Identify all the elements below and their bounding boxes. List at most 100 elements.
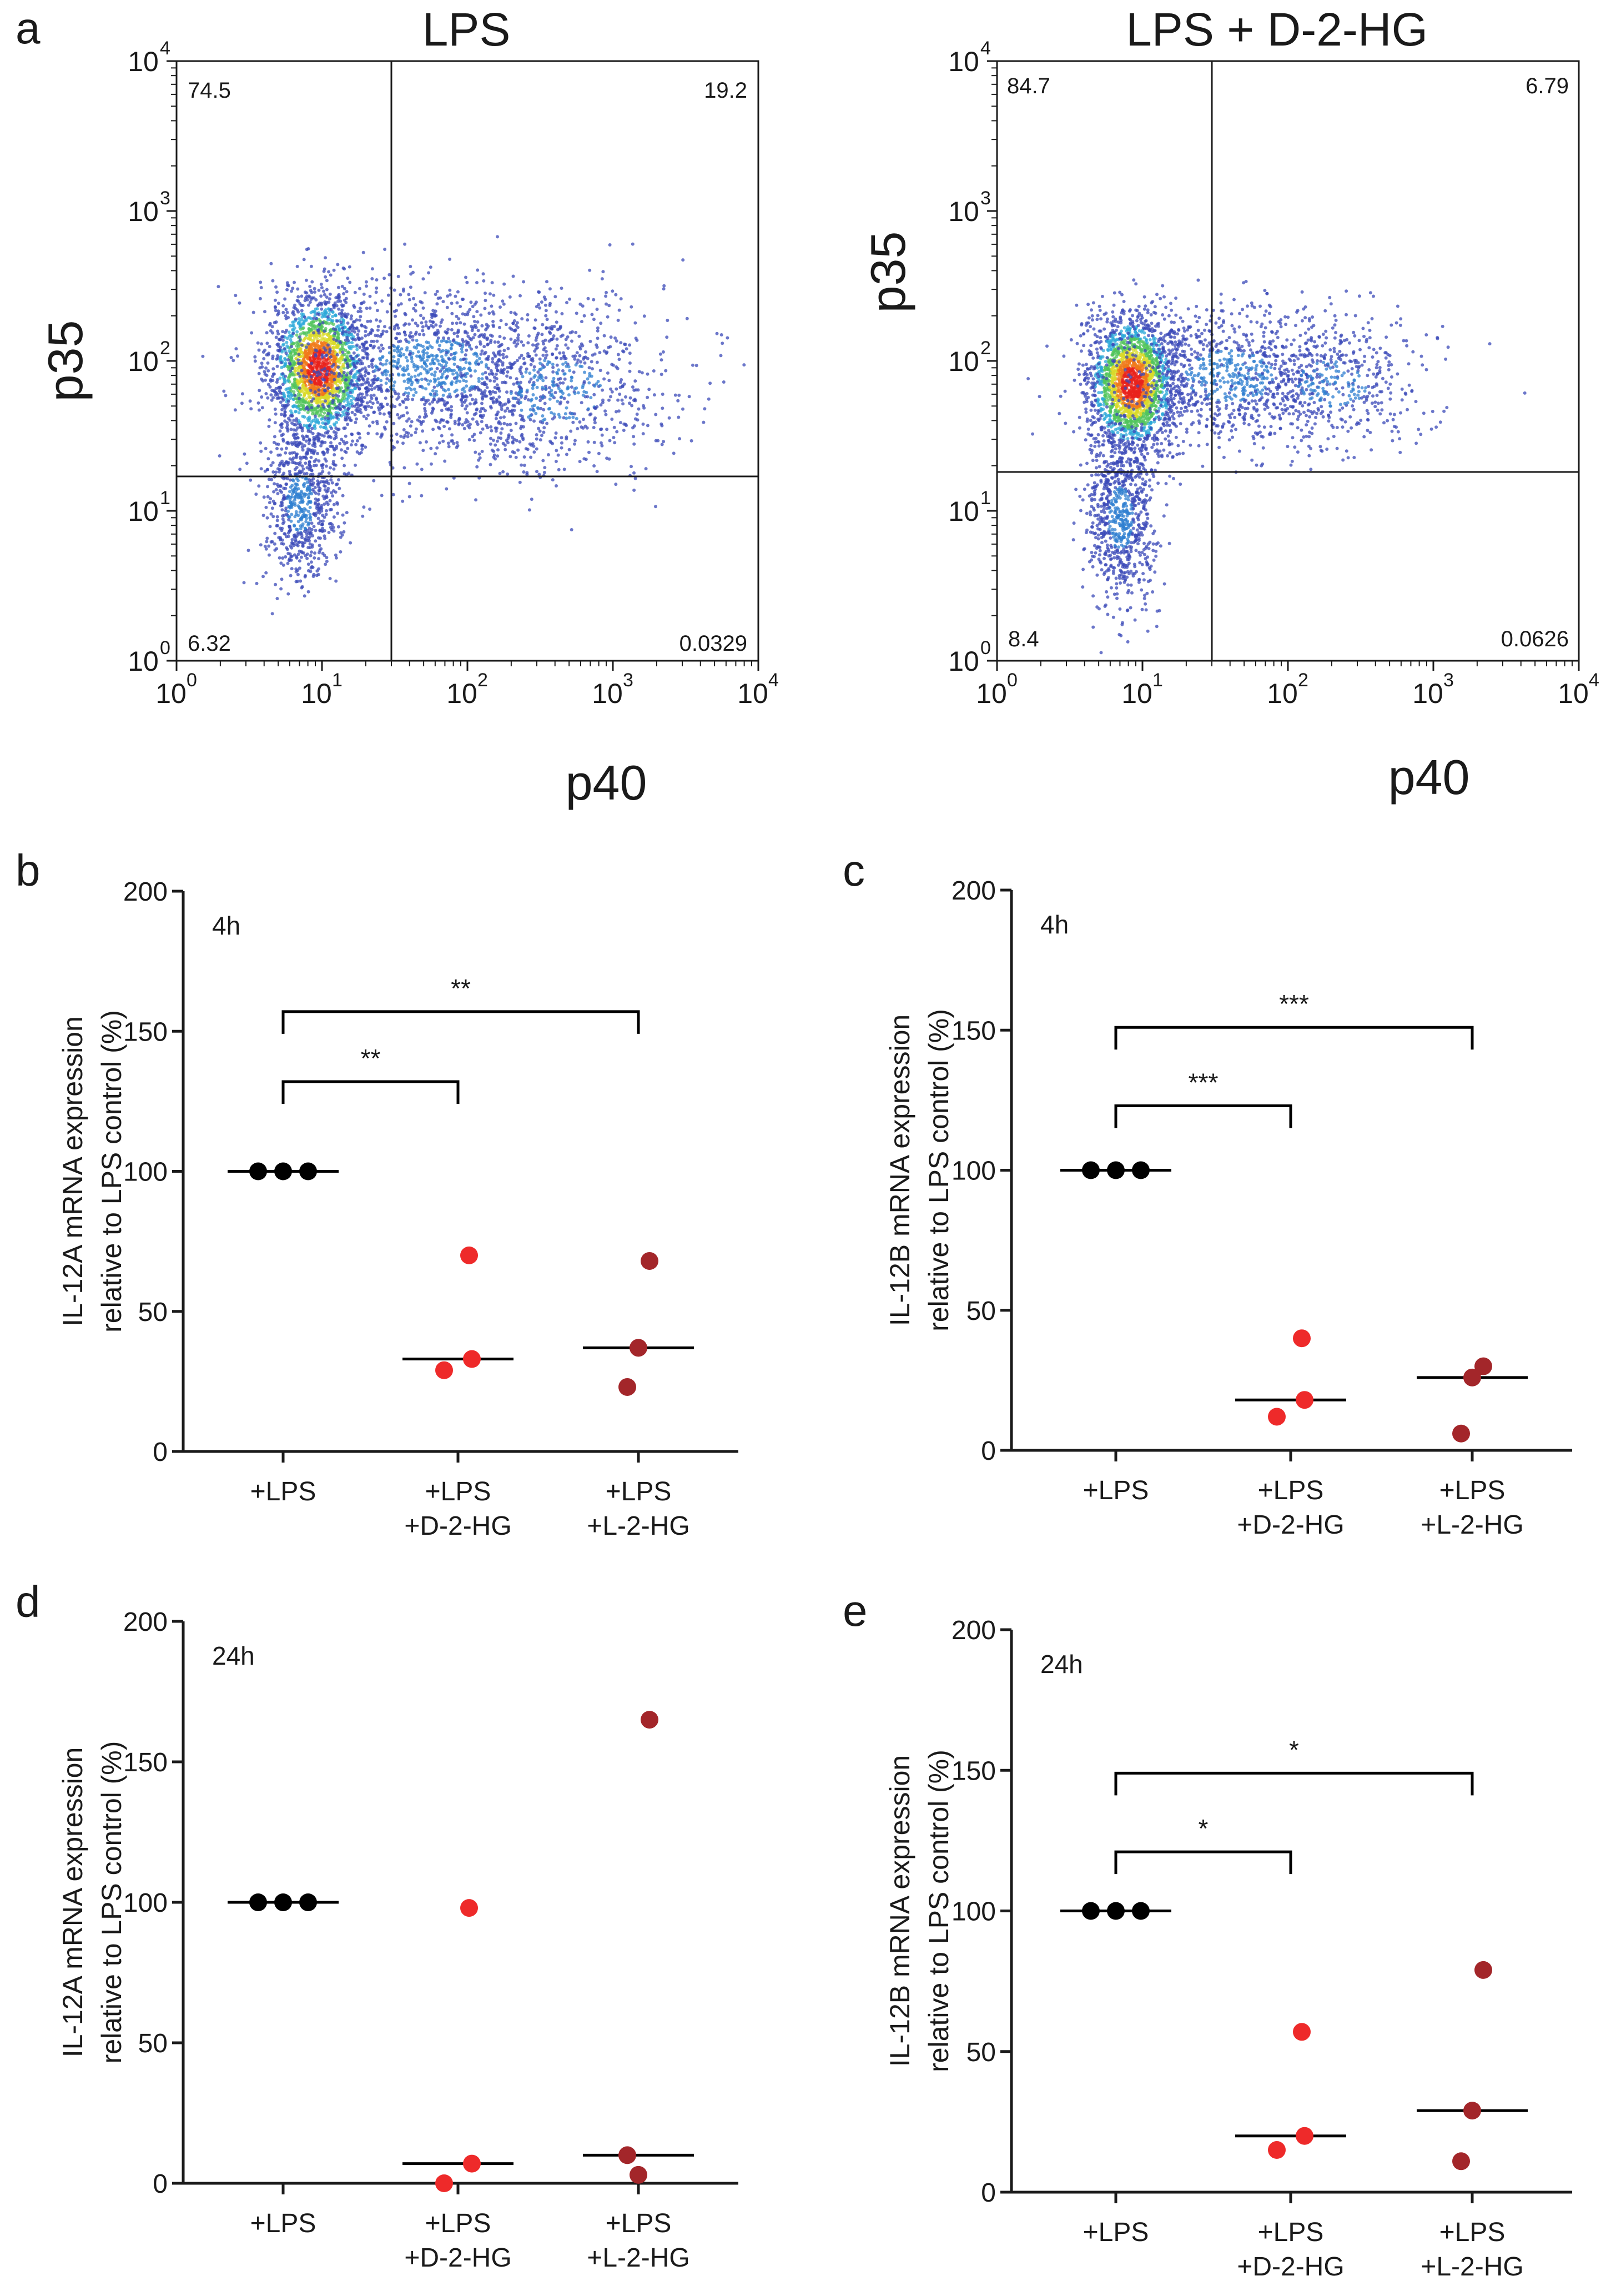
flow-event-dot: [609, 395, 612, 399]
flow-event-dot: [532, 444, 536, 448]
flow-event-dot: [554, 431, 558, 435]
flow-event-dot: [543, 359, 547, 363]
flow-event-dot: [554, 310, 558, 314]
flow-event-dot: [352, 376, 356, 380]
flow-event-dot: [304, 349, 308, 353]
flow-event-dot: [284, 361, 288, 365]
flow-event-dot: [605, 428, 609, 431]
flow-event-dot: [285, 328, 289, 332]
flow-event-dot: [453, 421, 457, 425]
flow-event-dot: [317, 489, 321, 493]
flow-event-dot: [578, 354, 582, 358]
flow-event-dot: [499, 431, 503, 435]
flow-event-dot: [365, 401, 369, 405]
flow-event-dot: [290, 413, 294, 417]
flow-event-dot: [501, 441, 505, 445]
flow-event-dot: [305, 388, 309, 391]
flow-event-dot: [600, 277, 604, 281]
flow-event-dot: [340, 397, 344, 401]
flow-event-dot: [324, 562, 328, 566]
flow-event-dot: [541, 395, 545, 399]
flow-event-dot: [303, 315, 306, 319]
flow-event-dot: [598, 369, 602, 373]
flow-event-dot: [355, 326, 359, 330]
flow-event-dot: [442, 366, 446, 369]
flow-event-dot: [399, 302, 403, 306]
flow-event-dot: [452, 331, 456, 335]
flow-event-dot: [317, 459, 321, 463]
flow-event-dot: [415, 354, 419, 358]
flow-event-dot: [293, 377, 296, 381]
flow-event-dot: [482, 345, 486, 349]
flow-event-dot: [447, 427, 451, 431]
flow-event-dot: [319, 444, 323, 448]
flow-event-dot: [312, 393, 316, 397]
flow-event-dot: [572, 370, 576, 374]
flow-event-dot: [427, 341, 430, 345]
flow-event-dot: [402, 330, 406, 334]
flow-event-dot: [368, 306, 372, 310]
flow-event-dot: [323, 389, 327, 393]
flow-event-dot: [300, 318, 304, 321]
flow-event-dot: [593, 406, 597, 410]
flow-event-dot: [593, 416, 597, 420]
flow-event-dot: [395, 440, 399, 444]
flow-event-dot: [365, 307, 369, 310]
flow-event-dot: [276, 492, 280, 495]
flow-event-dot: [467, 361, 471, 365]
flow-event-dot: [297, 411, 301, 415]
flow-event-dot: [305, 471, 309, 475]
flow-event-dot: [607, 345, 611, 349]
flow-event-dot: [273, 548, 277, 552]
flow-event-dot: [304, 407, 308, 411]
flow-event-dot: [285, 288, 289, 292]
flow-event-dot: [348, 280, 352, 284]
flow-event-dot: [480, 324, 484, 328]
flow-event-dot: [268, 385, 272, 389]
flow-event-dot: [278, 556, 281, 560]
flow-event-dot: [605, 302, 608, 306]
flow-event-dot: [329, 355, 333, 359]
flow-event-dot: [308, 284, 312, 288]
flow-event-dot: [292, 306, 296, 309]
flow-event-dot: [403, 434, 407, 438]
flow-event-dot: [424, 400, 428, 404]
flow-event-dot: [362, 292, 366, 296]
flow-event-dot: [608, 243, 612, 247]
flow-event-dot: [495, 383, 499, 387]
flow-event-dot: [570, 412, 574, 416]
flow-event-dot: [284, 308, 288, 312]
flow-event-dot: [308, 424, 311, 428]
flow-event-dot: [603, 409, 607, 413]
flow-event-dot: [361, 383, 365, 386]
flow-event-dot: [570, 528, 573, 531]
flow-event-dot: [289, 485, 293, 489]
flow-event-dot: [532, 375, 536, 379]
flow-event-dot: [290, 328, 294, 331]
flow-event-dot: [325, 359, 329, 363]
flow-event-dot: [404, 338, 407, 341]
flow-event-dot: [330, 370, 333, 374]
flow-event-dot: [380, 434, 384, 438]
flow-event-dot: [285, 477, 289, 481]
flow-event-dot: [326, 411, 330, 415]
flow-plot-lps: LPS 74.5 19.2 6.32 0.0329 10 0 10 1 10 2 10 3 10…: [38, 3, 779, 810]
flow-event-dot: [323, 488, 327, 492]
flow-event-dot: [324, 459, 328, 463]
flow-event-dot: [201, 354, 205, 358]
flow-event-dot: [329, 478, 333, 482]
flow-event-dot: [338, 402, 342, 406]
flow-event-dot: [517, 382, 521, 386]
flow-event-dot: [489, 463, 492, 466]
flow-event-dot: [349, 443, 353, 447]
flow-event-dot: [231, 359, 235, 363]
flow-event-dot: [477, 452, 481, 456]
flow-event-dot: [350, 394, 354, 398]
flow-event-dot: [342, 530, 346, 534]
flow-event-dot: [531, 343, 535, 347]
flow-event-dot: [470, 347, 473, 351]
flow-event-dot: [451, 372, 455, 376]
flow-event-dot: [332, 515, 336, 519]
flow-event-dot: [459, 321, 462, 325]
flow-event-dot: [274, 285, 278, 289]
